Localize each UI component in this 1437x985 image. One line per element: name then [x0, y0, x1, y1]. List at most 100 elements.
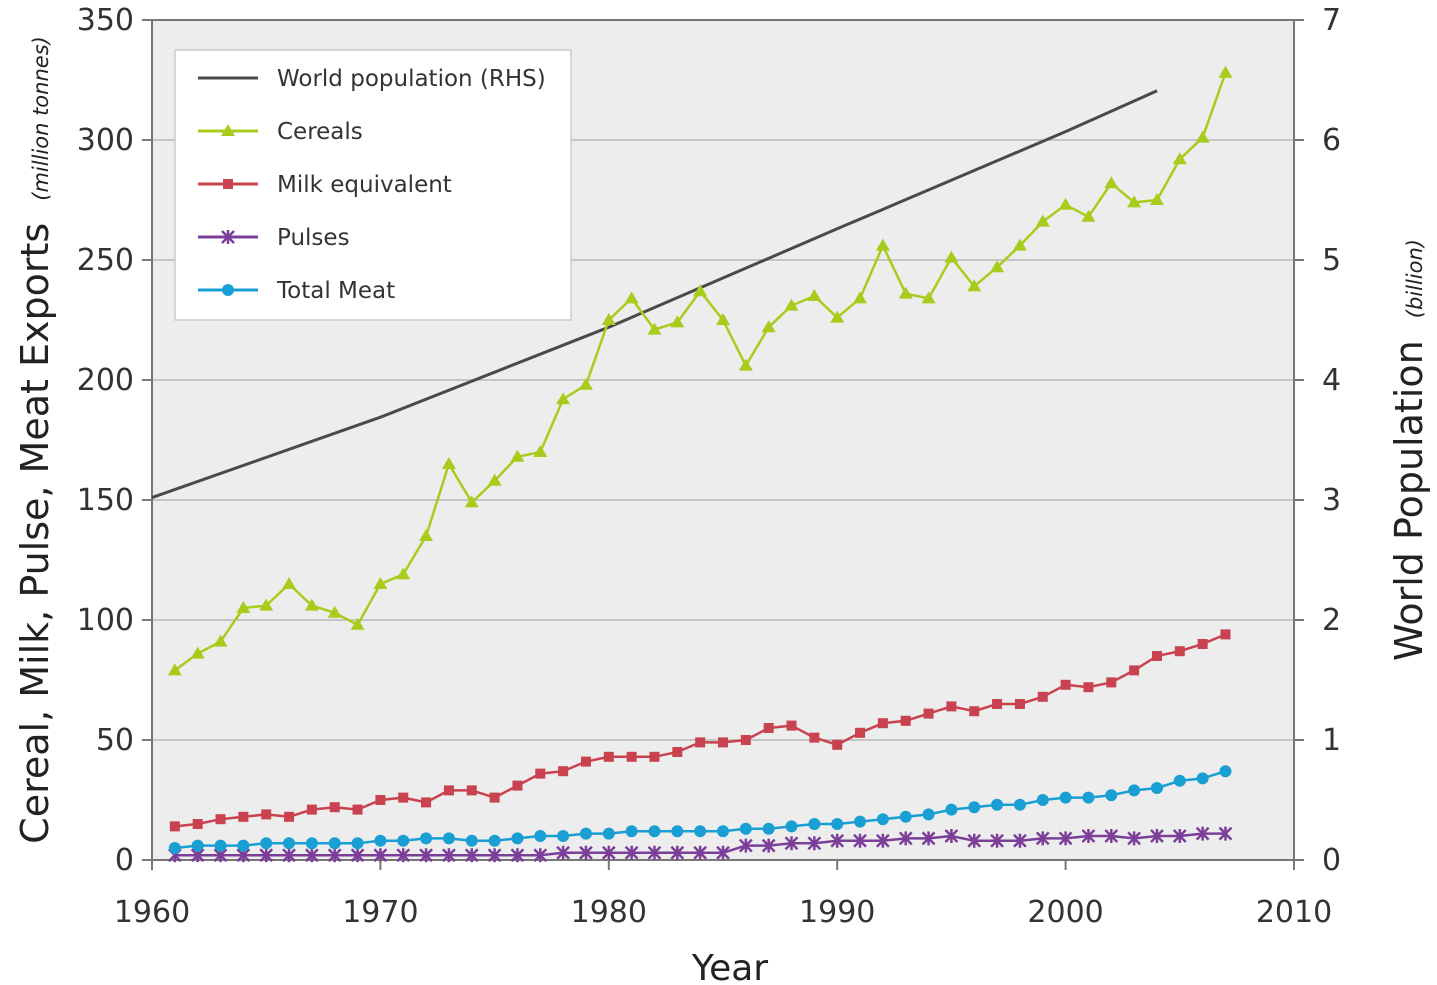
legend-label: Total Meat: [276, 278, 395, 304]
pulses-point: [419, 848, 433, 863]
meat-point: [534, 830, 547, 842]
x-tick-label: 1980: [571, 895, 647, 930]
gridlines: [152, 139, 1294, 741]
cereals-point: [487, 473, 502, 486]
pulses-point: [761, 838, 776, 853]
pulses-point: [350, 848, 365, 863]
meat-point: [625, 825, 638, 838]
meat-point: [1128, 784, 1141, 797]
milk-point: [832, 739, 843, 750]
cereals-point: [990, 260, 1005, 273]
cereals-point: [967, 279, 982, 292]
cereals-point: [1012, 238, 1027, 251]
meat-point: [1173, 774, 1186, 787]
meat-point: [854, 815, 867, 828]
pulses-point: [556, 845, 571, 860]
pulses-point: [304, 848, 319, 863]
pulses-point: [807, 836, 822, 851]
axes-layer: 0 50 100 150 200 250 300 350 0 1 2 3 4 5 6 7 1960 1970 198…: [77, 3, 1341, 930]
cereals-point: [1149, 193, 1164, 205]
milk-point: [169, 821, 180, 832]
pulses-point: [396, 848, 411, 863]
legend-swatch-marker: [221, 230, 235, 244]
cereals-point: [716, 313, 730, 325]
meat-point: [511, 832, 524, 845]
cereals-point: [1127, 195, 1142, 208]
pulses-point: [327, 848, 342, 863]
legend-label: World population (RHS): [277, 66, 546, 92]
meat-point: [717, 825, 729, 838]
meat-point: [671, 825, 684, 838]
y-tick-label: 200: [77, 363, 134, 398]
milk-point: [489, 792, 500, 803]
meat-point: [648, 825, 661, 838]
pulses-point: [601, 845, 616, 860]
cereals-point: [373, 577, 388, 589]
cereals-point: [213, 634, 228, 647]
cereals-point: [167, 663, 182, 676]
cereals-point: [464, 495, 479, 508]
meat-point: [1196, 772, 1209, 785]
milk-point: [740, 735, 751, 745]
x-tick-label: 2010: [1256, 895, 1332, 930]
pulses-point: [259, 848, 274, 863]
cereals-point: [601, 313, 616, 325]
milk-point: [466, 785, 477, 796]
meat-point: [922, 808, 935, 821]
cereals-point: [282, 577, 297, 589]
milk-point: [1083, 682, 1094, 693]
y2-axis-title-main: World Population: [1387, 340, 1431, 661]
pulses-point: [487, 848, 502, 863]
meat-point: [579, 827, 592, 840]
pulses-point: [647, 845, 662, 860]
milk-point: [284, 811, 295, 822]
cereals-point: [304, 598, 319, 611]
milk-point: [672, 747, 683, 757]
milk-point: [718, 737, 728, 748]
cereals-point: [441, 457, 456, 469]
y2-tick-label: 1: [1322, 723, 1341, 758]
pulses-point: [738, 838, 753, 853]
legend-item-population: World population (RHS): [198, 66, 546, 92]
milk-point: [238, 811, 249, 822]
pulses-point: [1035, 831, 1050, 846]
meat-point: [831, 818, 844, 830]
milk-point: [1220, 629, 1231, 640]
cereals-point: [898, 286, 913, 299]
milk-point: [375, 795, 386, 805]
cereals-point: [1172, 152, 1187, 165]
pulses-point: [282, 848, 296, 863]
y2-tick-label: 4: [1322, 363, 1341, 398]
milk-point: [809, 732, 820, 743]
cereals-point: [350, 617, 365, 630]
milk-point: [695, 737, 706, 748]
y-tick-label: 100: [77, 603, 134, 638]
y-axis-title-main: Cereal, Milk, Pulse, Meat Exports: [13, 223, 57, 844]
milk-point: [443, 785, 454, 796]
y2-tick-label: 3: [1322, 483, 1341, 518]
y-axis-title-unit: (million tonnes): [29, 36, 53, 201]
cereals-point: [1104, 176, 1119, 189]
y2-tick-label: 7: [1322, 3, 1341, 38]
pulses-point: [624, 845, 639, 860]
meat-point: [762, 822, 775, 835]
meat-point: [1219, 765, 1232, 778]
series-milk: [169, 629, 1231, 832]
meat-point: [899, 810, 912, 823]
pulses-point: [1081, 829, 1096, 843]
meat-point: [442, 832, 455, 845]
pulses-point: [579, 845, 593, 860]
milk-point: [1151, 651, 1162, 661]
cereals-point: [236, 601, 251, 613]
pulses-point: [967, 833, 982, 848]
pulses-point: [921, 831, 936, 846]
y-tick-label: 0: [115, 843, 134, 878]
y2-tick-label: 5: [1322, 243, 1341, 278]
legend-item-cereals: Cereals: [198, 119, 363, 145]
meat-point: [785, 820, 798, 833]
meat-point: [876, 813, 889, 826]
milk-point: [580, 756, 591, 767]
pulses-point: [693, 845, 708, 860]
cereals-point: [190, 646, 205, 659]
